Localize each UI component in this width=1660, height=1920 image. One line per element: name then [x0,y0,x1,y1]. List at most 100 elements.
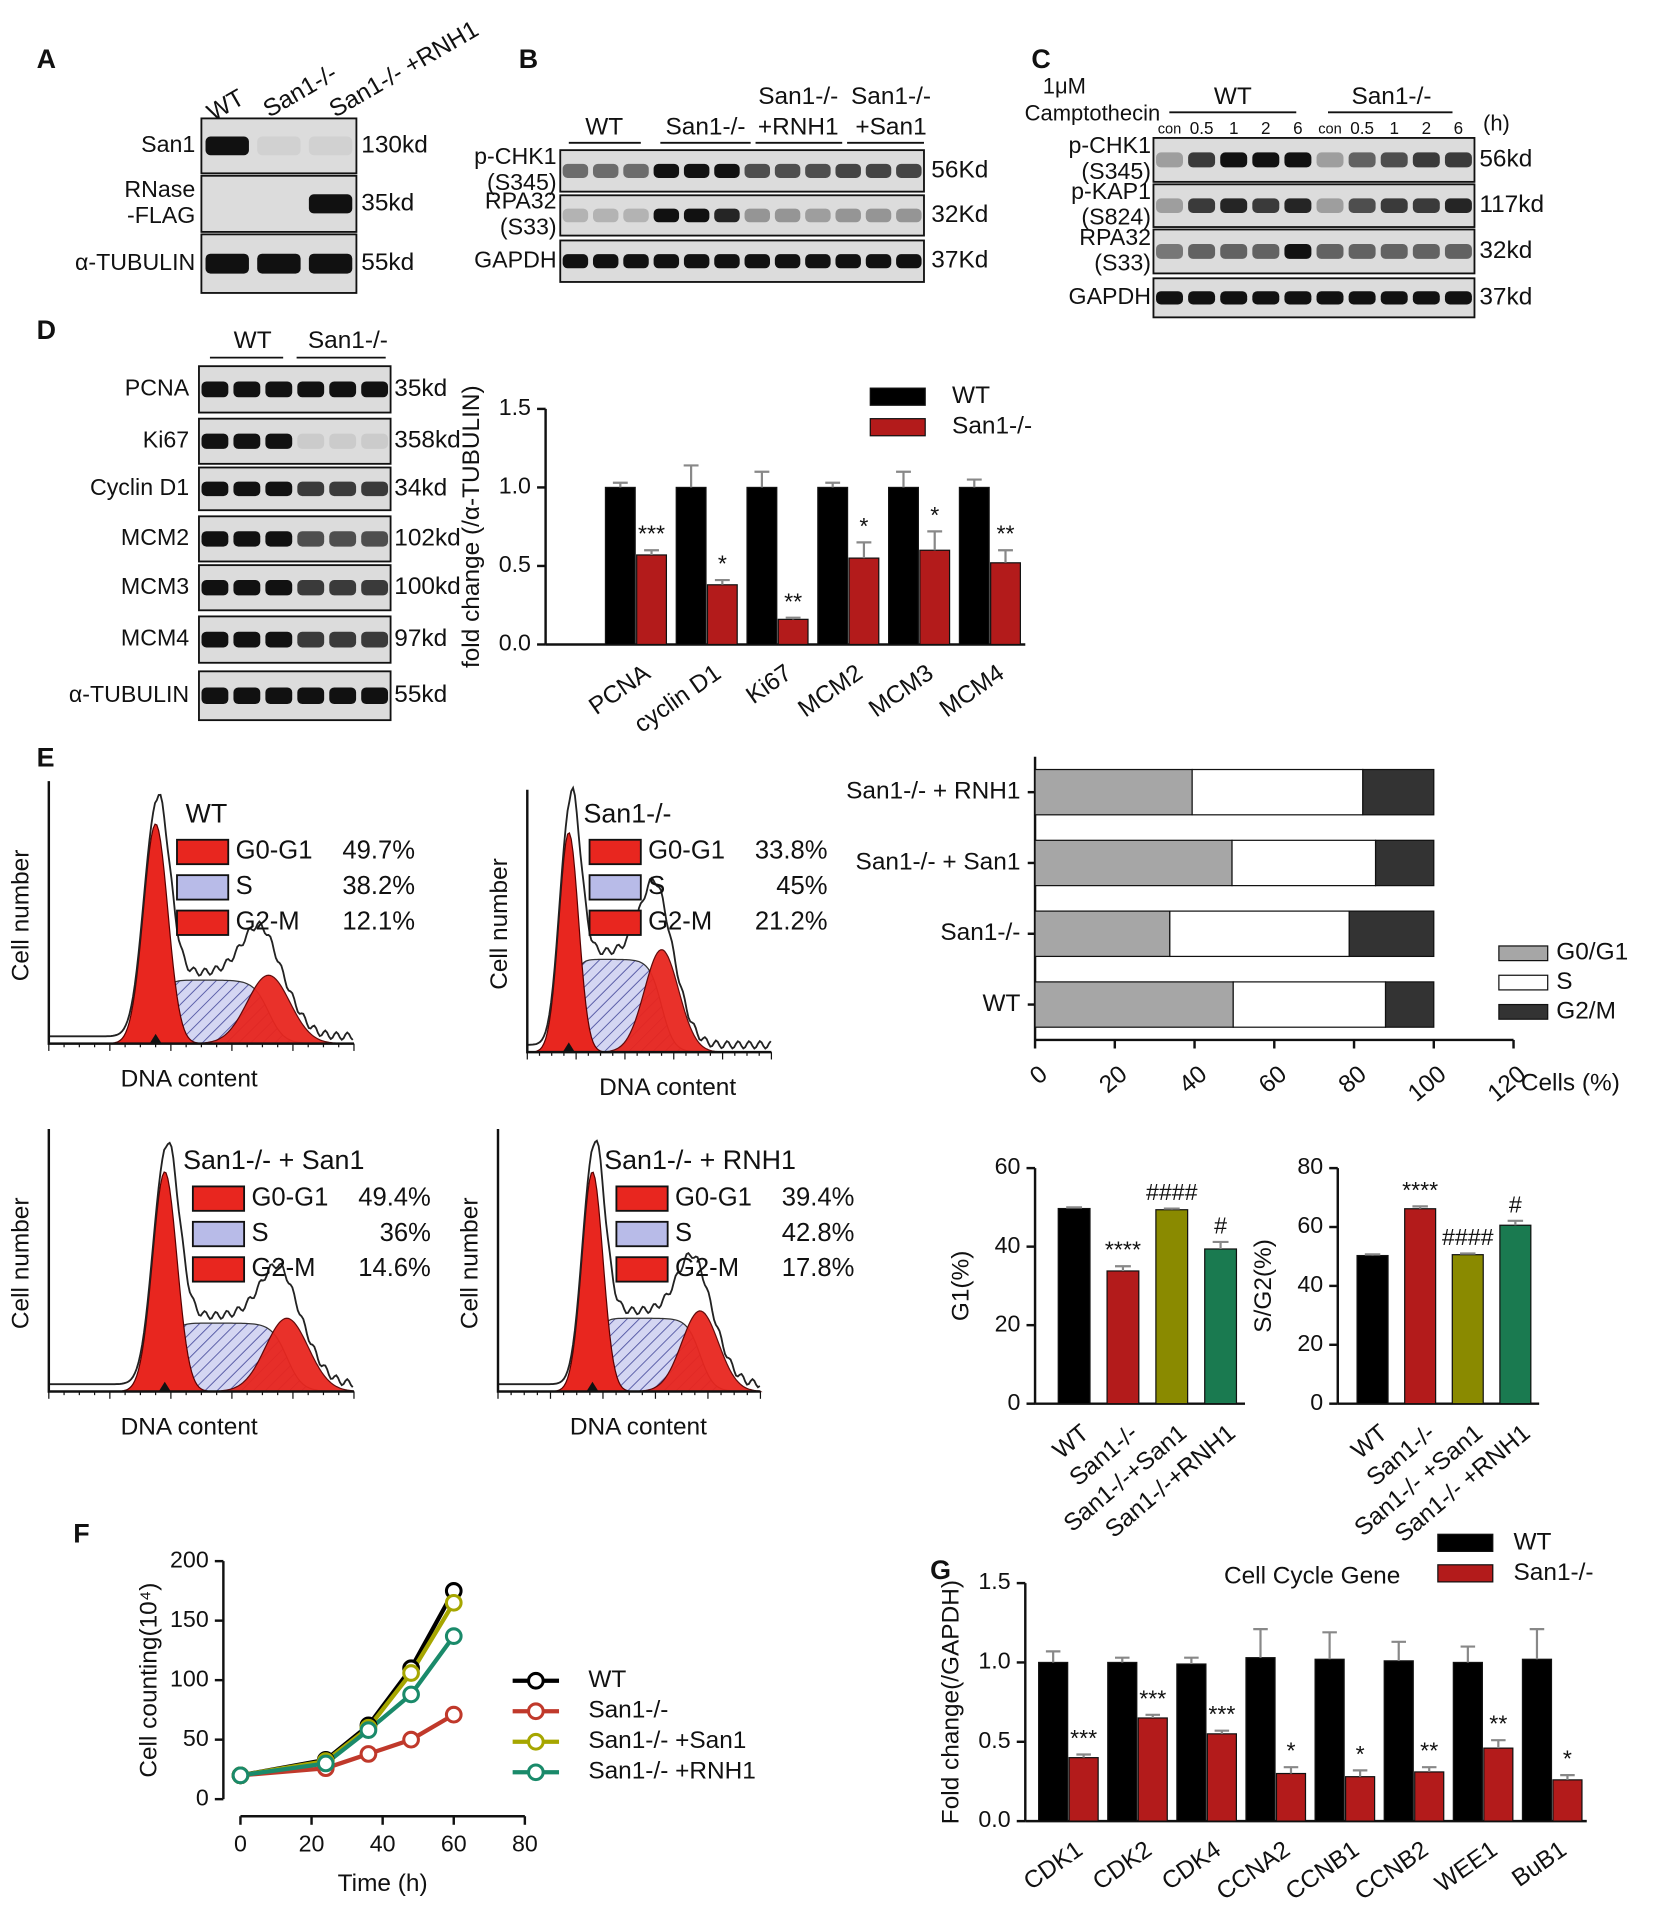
panel-letter: C [1031,44,1050,74]
x-tick-label: CCNB1 [1281,1836,1364,1906]
phase-value: 33.8% [755,837,828,865]
blot-band [1316,291,1344,305]
blot-row-label: GAPDH [1069,283,1151,309]
blot-band [265,381,293,398]
blot-band [265,631,293,648]
x-tick-label: 80 [1334,1061,1372,1099]
blot-size-label: 34kd [394,474,447,501]
y-tick-label: 0 [196,1784,209,1810]
blot-band [744,254,771,269]
phase-value: 17.8% [782,1254,855,1282]
blot-group-label: San1-/- [665,114,745,141]
blot-band [233,381,261,398]
blot-size-label: 37Kd [931,247,988,274]
lane-label: 0.5 [1190,119,1214,138]
significance-label: *** [1208,1701,1235,1727]
point [402,1664,420,1682]
error-bar [644,549,659,555]
bar [1107,1661,1138,1822]
blot-row-label: (S345) [487,169,557,195]
unit-label: (h) [1483,110,1510,135]
bar [1344,1776,1376,1822]
phase-value: 21.2% [755,908,828,936]
blot-band [257,136,301,156]
g1-marker [562,1042,575,1053]
y-tick-label: 1.0 [978,1648,1010,1674]
flow-title: San1-/- + RNH1 [604,1145,796,1175]
error-bar [1460,1252,1476,1255]
lane-label: 1 [1229,119,1239,138]
blot-size-label: 56Kd [931,156,988,183]
x-axis-label: Time (h) [338,1870,428,1897]
blot-band [308,136,353,156]
significance-label: * [930,502,939,528]
blot-band [744,163,771,178]
blot-band [623,208,649,223]
error-bar [825,481,841,488]
blot-column-label: San1-/- +RNH1 [325,16,484,123]
legend-label: San1-/- +San1 [588,1727,746,1754]
blot-row-label: (S824) [1081,204,1151,230]
y-tick-label: 0.0 [499,630,531,656]
flow-x-label: DNA content [599,1074,736,1101]
histogram-outline [48,793,354,1041]
error-bar [1560,1774,1575,1780]
g1-marker [149,1033,162,1044]
significance-label: * [1563,1746,1572,1772]
blot-band [714,163,740,178]
error-bar [1253,1628,1268,1658]
blot-band [1412,243,1440,259]
y-tick-label: San1-/- [940,919,1020,946]
blot-row-label: α-TUBULIN [69,681,189,707]
blot-band [1380,291,1408,305]
blot-band [297,631,325,648]
phase-swatch [588,838,642,866]
blot-band [835,208,861,223]
bar-segment [1374,839,1435,887]
point [359,1745,378,1763]
y-tick-label: 40 [1297,1271,1323,1297]
blot-band [361,580,389,596]
blot-band [1316,198,1344,213]
blot-band [361,687,389,705]
blot-band [297,481,325,497]
bar-segment [1034,910,1171,958]
point [444,1705,463,1724]
blot-band [1284,152,1312,168]
bar [746,486,778,646]
blot-band [1220,243,1248,259]
error-bar [927,530,943,551]
blot-band [683,208,710,223]
x-tick-label: CDK1 [1019,1836,1088,1895]
phase-name: G2-M [648,908,712,936]
blot-row-label: Cyclin D1 [90,474,189,500]
blot-band [361,481,389,497]
y-tick-label: 20 [995,1310,1021,1336]
error-bar [683,464,699,488]
blot-band [1316,243,1344,259]
blot-strip [198,417,392,465]
significance-label: *** [638,521,665,547]
blot-band [201,481,229,497]
x-tick-label: 20 [299,1831,325,1857]
blot-band [201,580,229,596]
blot-band [361,531,389,547]
blot-band [1220,198,1248,213]
blot-band [1380,243,1408,259]
blot-band [265,531,293,547]
error-bar [785,616,801,620]
error-bar [1066,1206,1083,1209]
blot-size-label: 102kd [394,524,461,551]
phase-value: 49.4% [358,1183,431,1211]
blot-band [835,254,861,269]
flow-title: San1-/- + San1 [183,1145,364,1175]
blot-band [744,208,771,223]
point [316,1754,335,1773]
histogram-outline [527,785,772,1050]
x-tick-label: CCNB2 [1350,1836,1433,1906]
legend-label: WT [588,1666,626,1693]
blot-band [1316,152,1344,168]
y-tick-label: 50 [183,1725,209,1751]
phase-swatch [176,838,230,866]
